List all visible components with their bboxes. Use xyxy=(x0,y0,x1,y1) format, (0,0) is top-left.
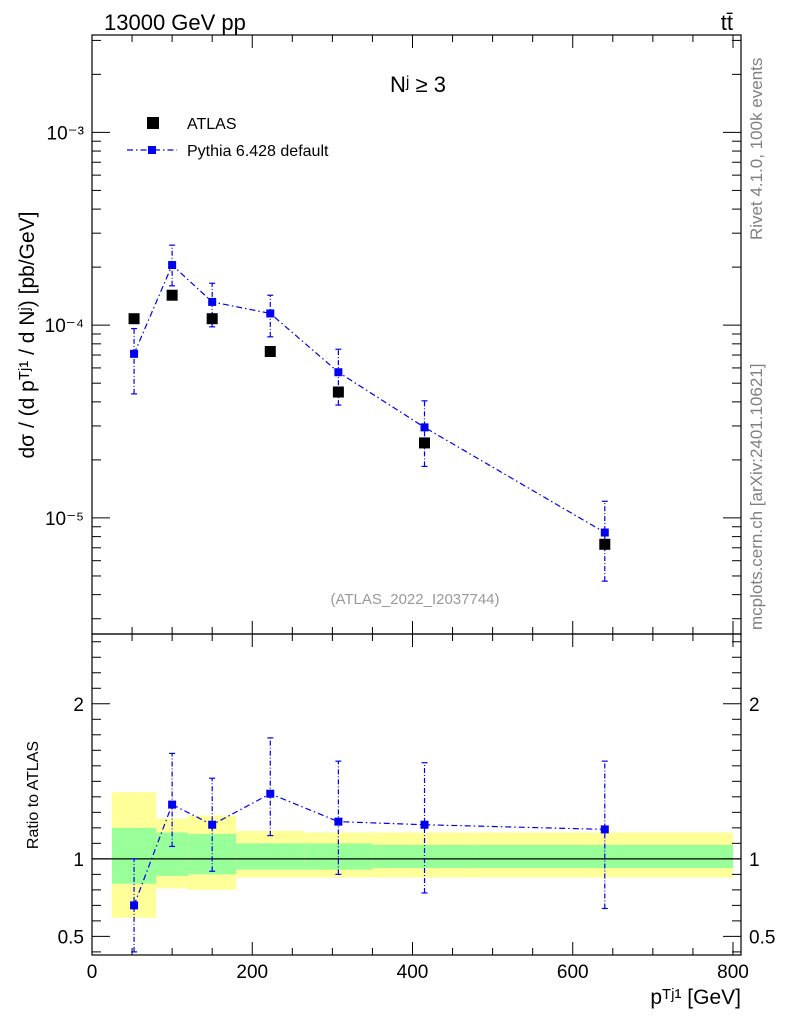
main-plot-marks xyxy=(128,244,611,582)
ratio-panel-frame xyxy=(91,633,742,956)
ratio-y-tick-labels: 0.5 0.5 1 1 2 2 xyxy=(58,695,776,949)
x-axis-label: pᵀʲ¹ [GeV] xyxy=(650,986,741,1009)
main-y-tick-label: 10⁻⁵ xyxy=(45,509,84,530)
ratio-axis-ticks xyxy=(91,634,741,955)
main-axis-ticks xyxy=(91,35,741,634)
ratio-y-tick-label: 1 xyxy=(73,850,84,871)
ratio-plot-marks xyxy=(130,737,609,953)
atlas-data-point xyxy=(166,289,178,301)
atlas-data-point xyxy=(332,386,344,398)
x-tick-label: 0 xyxy=(87,962,98,983)
legend-atlas-marker xyxy=(147,117,159,129)
ratio-uncertainty-bands xyxy=(112,792,733,918)
x-tick-labels: 0 200 400 600 800 xyxy=(87,962,749,983)
pythia-point xyxy=(420,423,429,432)
pythia-point xyxy=(168,261,177,270)
pythia-series-line xyxy=(133,264,606,534)
analysis-tag: (ATLAS_2022_I2037744) xyxy=(330,591,499,608)
main-title: Nʲ ≥ 3 xyxy=(390,72,446,97)
mcplots-label: mcplots.cern.ch [arXiv:2401.10621] xyxy=(747,364,766,630)
main-y-axis-label: dσ / (d pᵀʲ¹ / d Nʲ) [pb/GeV] xyxy=(16,212,39,459)
ratio-point xyxy=(130,901,139,910)
x-tick-label: 800 xyxy=(717,962,749,983)
atlas-data-point xyxy=(128,313,140,325)
ratio-y-tick-label-right: 2 xyxy=(749,695,760,716)
pythia-point xyxy=(208,297,217,306)
ratio-point xyxy=(600,825,609,834)
ratio-band-inner xyxy=(112,827,157,884)
ratio-point xyxy=(168,800,177,809)
ratio-y-tick-label-right: 1 xyxy=(749,850,760,871)
ratio-band-inner xyxy=(372,844,477,869)
x-tick-label: 600 xyxy=(557,962,589,983)
atlas-data-point xyxy=(599,538,611,550)
pythia-point xyxy=(334,368,343,377)
x-tick-label: 200 xyxy=(236,962,268,983)
main-y-tick-label: 10⁻³ xyxy=(47,123,85,144)
legend-pythia-label: Pythia 6.428 default xyxy=(187,143,329,160)
ratio-band-inner xyxy=(236,843,305,870)
ratio-point xyxy=(208,820,217,829)
legend: ATLAS Pythia 6.428 default xyxy=(127,116,329,160)
atlas-data-point xyxy=(264,346,276,358)
ratio-band-inner xyxy=(156,832,189,876)
pythia-point xyxy=(266,309,275,318)
x-tick-label: 400 xyxy=(397,962,429,983)
legend-atlas-label: ATLAS xyxy=(187,116,237,133)
ratio-point xyxy=(334,817,343,826)
ratio-y-tick-label-right: 0.5 xyxy=(749,927,775,948)
legend-pythia-marker xyxy=(148,146,156,154)
ratio-y-axis-label: Ratio to ATLAS xyxy=(25,741,42,849)
ratio-y-tick-label: 0.5 xyxy=(58,927,84,948)
main-y-tick-labels: 10⁻³ 10⁻⁴ 10⁻⁵ xyxy=(45,123,84,530)
main-y-tick-label: 10⁻⁴ xyxy=(45,316,84,337)
pythia-point xyxy=(130,349,139,358)
ratio-point xyxy=(420,820,429,829)
pythia-point xyxy=(600,528,609,537)
atlas-data-point xyxy=(419,437,431,449)
ratio-point xyxy=(266,789,275,798)
ratio-y-tick-label: 2 xyxy=(73,695,84,716)
header-right: tt̄ xyxy=(721,10,733,35)
atlas-data-point xyxy=(206,313,218,325)
header-left: 13000 GeV pp xyxy=(104,10,246,35)
rivet-label: Rivet 4.1.0, 100k events xyxy=(747,58,766,240)
